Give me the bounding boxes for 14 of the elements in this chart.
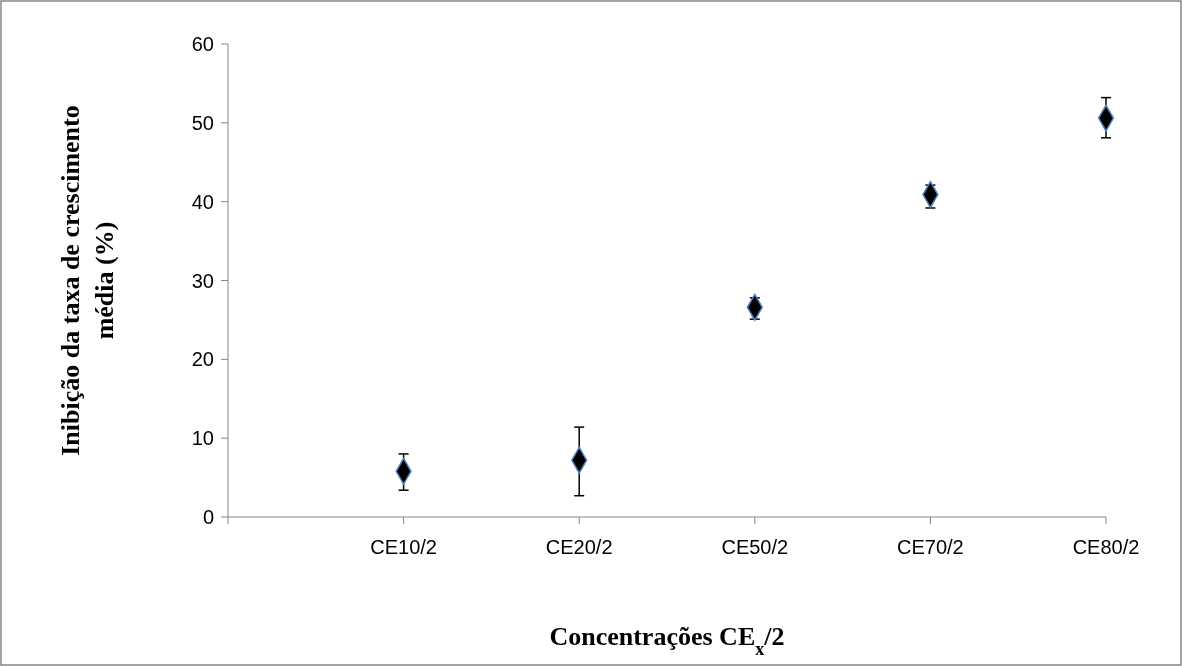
y-tick-label: 40	[191, 190, 214, 213]
y-tick-label: 10	[191, 427, 214, 450]
y-tick-label: 60	[191, 33, 214, 55]
x-axis-title: Concentrações CE$_{x}$/2	[549, 622, 785, 659]
y-axis-title: Inibição da taxa de crescimento média (%)	[56, 105, 119, 456]
y-tick-label: 50	[191, 111, 214, 134]
y-tick-label: 30	[191, 269, 214, 292]
x-tick-label: CE20/2	[545, 536, 613, 558]
y-tick-label: 20	[191, 348, 214, 371]
y-tick-label: 0	[202, 506, 214, 528]
x-tick-label: CE70/2	[897, 536, 964, 558]
x-tick-label: CE10/2	[370, 536, 437, 558]
x-tick-label: CE80/2	[1072, 536, 1140, 558]
x-tick-label: CE50/2	[721, 536, 789, 558]
